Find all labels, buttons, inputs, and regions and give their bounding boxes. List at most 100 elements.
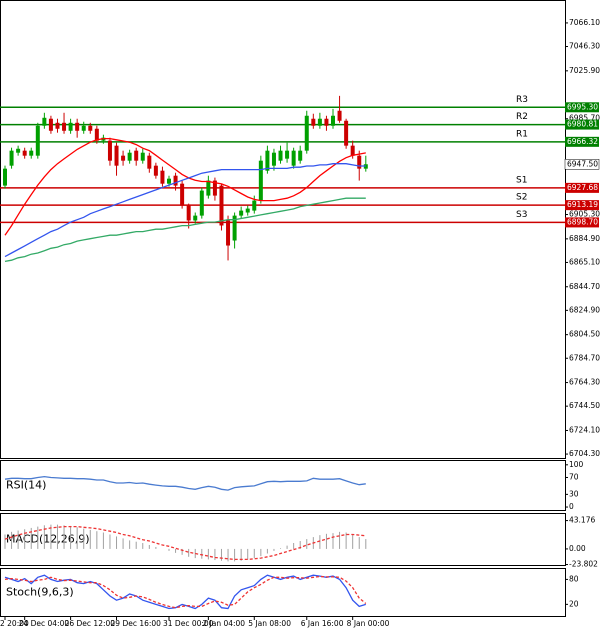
- candle-body: [258, 160, 263, 201]
- candle-body: [121, 155, 126, 161]
- candle-body: [167, 178, 171, 184]
- candle-body: [9, 150, 14, 166]
- y-tick-label: 6824.90: [569, 305, 600, 314]
- x-tick-label: 6 Jan 16:00: [301, 619, 344, 628]
- candle-body: [3, 168, 7, 186]
- level-value: 6927.68: [567, 183, 598, 192]
- candle-body: [265, 150, 270, 171]
- candle-body: [180, 183, 185, 206]
- x-tick-label: 24 Dec 04:00: [19, 619, 70, 628]
- y-tick-label: 6844.70: [569, 282, 600, 291]
- y-tick-label: 6764.30: [569, 378, 600, 387]
- candle-body: [357, 155, 362, 169]
- candle-body: [350, 145, 355, 156]
- candle-body: [140, 152, 145, 161]
- candle-body: [81, 125, 86, 131]
- candle-body: [324, 118, 329, 126]
- candle-body: [245, 208, 250, 213]
- candle-body: [29, 150, 34, 156]
- candle-body: [48, 118, 53, 131]
- main-panel: [0, 0, 566, 459]
- candle-body: [304, 115, 309, 151]
- candle-body: [134, 150, 139, 161]
- candle-body: [35, 125, 40, 156]
- y-tick-label: 6865.10: [569, 257, 600, 266]
- candle-body: [68, 122, 73, 131]
- candle-body: [186, 205, 191, 221]
- candle-body: [107, 140, 112, 161]
- rsi-panel: [0, 460, 566, 511]
- indicator-line: [4, 197, 366, 263]
- macd-panel: [0, 513, 566, 566]
- y-tick-label: 6804.50: [569, 330, 600, 339]
- candle-body: [331, 115, 335, 126]
- y-tick-label: 6744.50: [569, 401, 600, 410]
- candle-body: [94, 128, 99, 141]
- level-box: [565, 200, 599, 211]
- level-name: R1: [516, 129, 528, 139]
- level-value: 6966.32: [567, 137, 598, 146]
- candle-body: [88, 125, 93, 131]
- level-name: R2: [516, 112, 528, 122]
- candle-body: [311, 118, 316, 126]
- level-name: S1: [516, 175, 527, 185]
- level-name: S3: [516, 210, 527, 220]
- y-tick-label: 6784.70: [569, 353, 600, 362]
- stoch-panel: [0, 568, 566, 617]
- candle-body: [278, 150, 283, 161]
- y-tick-label: 100: [569, 460, 584, 469]
- level-value: 6913.19: [567, 200, 598, 209]
- level-box: [565, 119, 599, 130]
- candle-body: [193, 215, 198, 221]
- x-tick-label: 2 20:00: [0, 619, 29, 628]
- candle-body: [232, 215, 237, 241]
- candle-body: [199, 190, 204, 216]
- x-tick-label: 26 Dec 12:00: [65, 619, 116, 628]
- indicator-line: [4, 475, 366, 491]
- level-box: [565, 102, 599, 113]
- candle-body: [55, 122, 60, 129]
- y-tick-label: 6704.30: [569, 449, 600, 458]
- y-tick-label: -23.802: [569, 560, 598, 569]
- indicator-line: [4, 575, 367, 609]
- candle-body: [298, 150, 303, 161]
- y-tick-label: 6884.90: [569, 234, 600, 243]
- indicator-line: [4, 525, 366, 561]
- last-price-label: 6947.50: [567, 159, 598, 168]
- indicator-line: [4, 163, 366, 258]
- y-tick-label: 80: [569, 574, 579, 583]
- candle-body: [42, 117, 47, 126]
- x-tick-label: 31 Dec 00:00: [163, 619, 214, 628]
- y-tick-label: 6724.10: [569, 425, 600, 434]
- candle-body: [239, 210, 244, 216]
- candle-body: [127, 152, 132, 161]
- panel-label: RSI(14): [6, 479, 46, 492]
- candle-body: [226, 220, 231, 246]
- x-tick-label: 8 Jan 00:00: [347, 619, 390, 628]
- y-tick-label: 0: [569, 502, 574, 511]
- candle-body: [337, 110, 342, 121]
- panel-label: MACD(12,26,9): [6, 533, 90, 546]
- candle-body: [271, 152, 276, 166]
- y-tick-label: 43.176: [569, 516, 595, 525]
- candle-body: [75, 122, 80, 131]
- y-tick-label: 0.00: [569, 544, 586, 553]
- candle-body: [344, 120, 349, 146]
- candle-body: [173, 175, 178, 186]
- level-box: [565, 136, 599, 147]
- candle-body: [285, 150, 290, 159]
- last-price-box: [564, 159, 600, 170]
- level-value: 6980.81: [567, 120, 598, 129]
- level-box: [565, 217, 599, 228]
- candle-body: [252, 200, 257, 211]
- x-tick-label: 5 Jan 08:00: [248, 619, 291, 628]
- x-tick-label: 2 Jan 04:00: [202, 619, 245, 628]
- candle-body: [291, 150, 296, 166]
- y-tick-label: 70: [569, 472, 579, 481]
- y-tick-label: 7066.10: [569, 18, 600, 27]
- candle-body: [317, 118, 322, 126]
- candle-body: [160, 170, 165, 184]
- level-value: 6995.30: [567, 102, 598, 111]
